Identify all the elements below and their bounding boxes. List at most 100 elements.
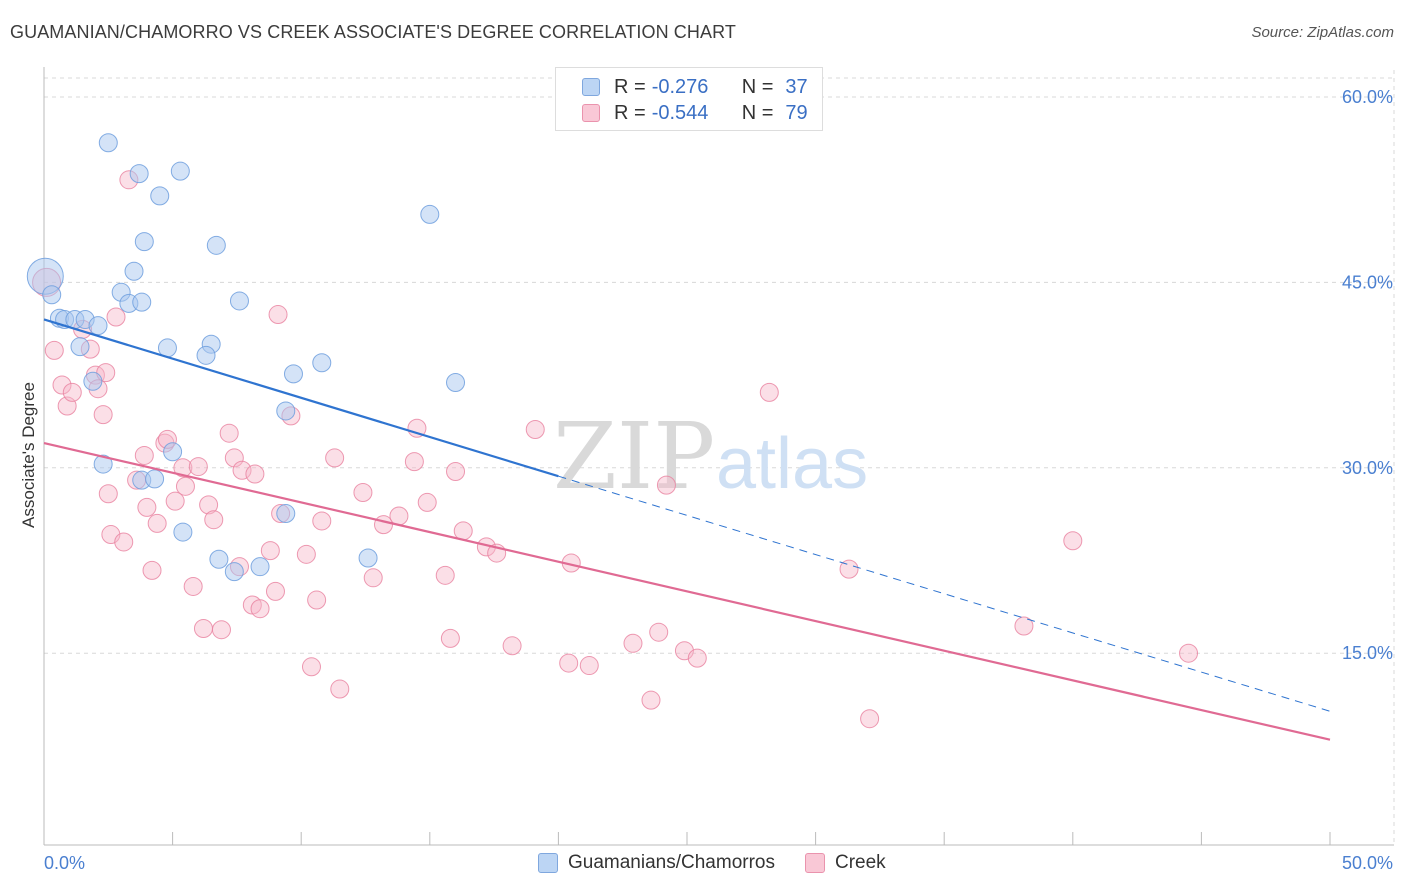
- y-tick-label: 30.0%: [1342, 458, 1393, 478]
- creek-point: [440, 628, 460, 648]
- watermark: ZIP atlas: [553, 403, 868, 510]
- series-guamanian-points: [26, 133, 466, 582]
- creek-point: [62, 382, 82, 402]
- creek-point: [502, 636, 522, 656]
- guamanian-point: [42, 285, 62, 305]
- creek-point: [52, 375, 72, 395]
- axes: [43, 67, 1394, 846]
- creek-point: [147, 513, 167, 533]
- creek-point: [114, 532, 134, 552]
- creek-point: [44, 340, 64, 360]
- guamanian-point: [129, 164, 149, 184]
- guamanian-point: [446, 373, 466, 393]
- creek-point: [579, 656, 599, 676]
- guamanian-point: [276, 504, 296, 524]
- creek-point: [296, 544, 316, 564]
- legend-item-creek[interactable]: Creek: [804, 852, 886, 874]
- creek-point: [839, 559, 859, 579]
- creek-point: [142, 560, 162, 580]
- creek-point: [353, 483, 373, 503]
- guamanian-point: [196, 345, 216, 365]
- guamanian-point: [224, 562, 244, 582]
- creek-point: [224, 448, 244, 468]
- x-tick-label: 50.0%: [1342, 853, 1393, 873]
- creek-point: [759, 382, 779, 402]
- creek-point: [1063, 531, 1083, 551]
- legend-swatch-creek: [804, 853, 825, 873]
- creek-point: [525, 419, 545, 439]
- y-tick-label: 15.0%: [1342, 643, 1393, 663]
- guamanian-point: [134, 232, 154, 252]
- creek-point: [106, 307, 126, 327]
- creek-point: [435, 565, 455, 585]
- creek-point: [93, 405, 113, 425]
- creek-point: [211, 620, 231, 640]
- legend-n-label: N =: [741, 75, 774, 98]
- creek-point: [134, 445, 154, 465]
- creek-point: [307, 590, 327, 610]
- stats-legend: R = -0.276 N = 37 R = -0.544 N = 79: [555, 67, 823, 131]
- creek-point: [260, 541, 280, 561]
- creek-point: [98, 484, 118, 504]
- guamanian-point: [145, 469, 165, 489]
- creek-point: [453, 521, 473, 541]
- source-label: Source: ZipAtlas.com: [1251, 24, 1394, 41]
- legend-row-guamanian: R = -0.276 N = 37: [582, 75, 808, 99]
- guamanian-trend-solid: [43, 318, 559, 478]
- legend-n-value: 79: [785, 101, 808, 124]
- creek-point: [173, 458, 193, 478]
- creek-point: [559, 653, 579, 673]
- creek-point: [687, 648, 707, 668]
- guamanian-point: [150, 186, 170, 206]
- creek-point: [404, 452, 424, 472]
- creek-point: [417, 492, 437, 512]
- guamanian-point: [88, 316, 108, 336]
- guamanian-point: [70, 337, 90, 357]
- creek-point: [232, 460, 252, 480]
- legend-r-label: R =: [614, 75, 646, 98]
- creek-point: [641, 690, 661, 710]
- legend-swatch-guamanian: [582, 78, 600, 96]
- legend-label-creek: Creek: [834, 852, 886, 873]
- legend-r-label: R =: [614, 101, 646, 124]
- creek-point: [188, 457, 208, 477]
- creek-point: [268, 305, 288, 325]
- y-tick-label: 45.0%: [1342, 272, 1393, 292]
- trend-lines: [43, 318, 1331, 741]
- guamanian-point: [283, 364, 303, 384]
- legend-r-value: -0.544: [651, 101, 709, 124]
- guamanian-point: [229, 291, 249, 311]
- legend-item-guamanian[interactable]: Guamanians/Chamorros: [538, 852, 775, 874]
- legend-label-guamanian: Guamanians/Chamorros: [568, 852, 775, 873]
- legend-r-value: -0.276: [651, 75, 709, 98]
- creek-point: [250, 599, 270, 619]
- legend-n-label: N =: [741, 101, 774, 124]
- guamanian-trend-dashed: [558, 475, 1331, 712]
- creek-point: [325, 448, 345, 468]
- watermark-atlas: atlas: [716, 424, 868, 504]
- creek-point: [656, 475, 676, 495]
- guamanian-point: [163, 442, 183, 462]
- creek-point: [860, 709, 880, 729]
- creek-point: [389, 506, 409, 526]
- guamanian-point: [250, 557, 270, 577]
- guamanian-point: [209, 549, 229, 569]
- creek-point: [446, 462, 466, 482]
- guamanian-point: [173, 522, 193, 542]
- guamanian-point: [170, 161, 190, 181]
- guamanian-point: [276, 401, 296, 421]
- chart-title: GUAMANIAN/CHAMORRO VS CREEK ASSOCIATE'S …: [10, 22, 736, 42]
- watermark-zip: ZIP: [553, 403, 715, 510]
- y-tick-label: 60.0%: [1342, 87, 1393, 107]
- creek-point: [1014, 616, 1034, 636]
- creek-point: [175, 476, 195, 496]
- legend-swatch-creek: [582, 104, 600, 122]
- creek-point: [165, 491, 185, 511]
- creek-point: [330, 679, 350, 699]
- series-legend: Guamanians/Chamorros Creek: [538, 852, 916, 874]
- x-tick-label: 0.0%: [44, 853, 85, 873]
- creek-point: [363, 568, 383, 588]
- guamanian-point: [312, 353, 332, 373]
- tick-labels: 15.0% 30.0% 45.0% 60.0% 0.0% 50.0%: [44, 87, 1393, 873]
